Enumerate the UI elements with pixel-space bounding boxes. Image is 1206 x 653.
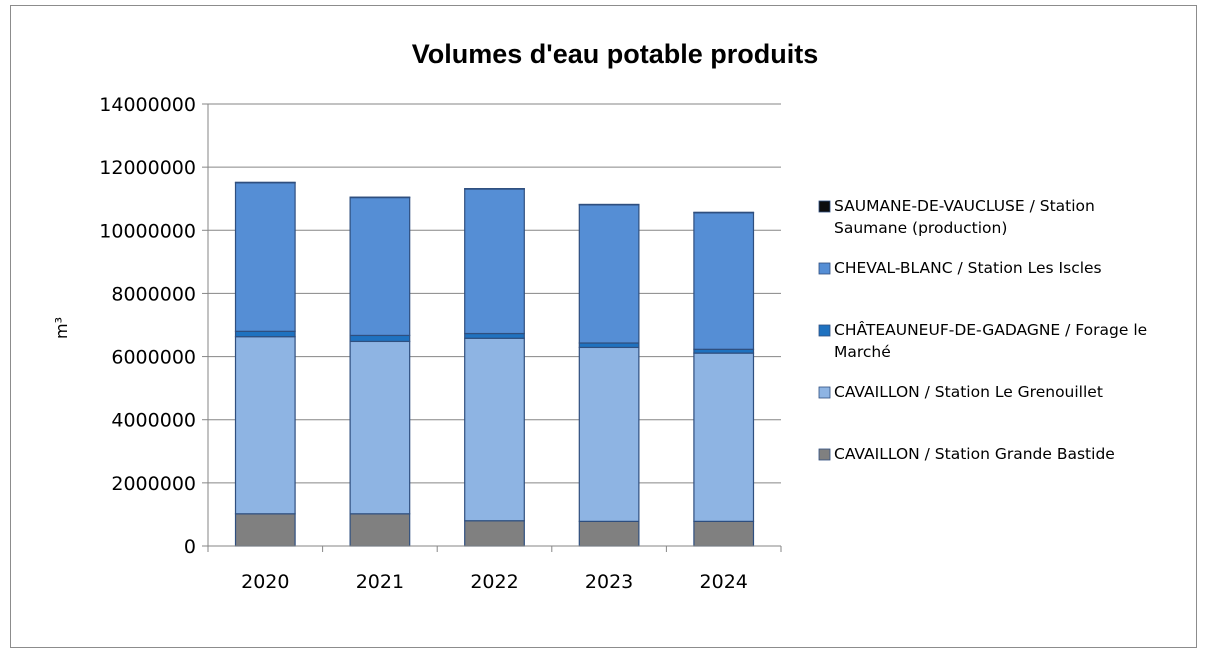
bar-segment: [234, 513, 296, 547]
legend-label: CAVAILLON / Station Grande Bastide: [834, 445, 1115, 463]
legend-swatch: [818, 386, 831, 399]
bar-segment: [464, 332, 525, 339]
legend-label: CHEVAL-BLANC / Station Les Iscles: [834, 259, 1102, 277]
bar-segment: [693, 520, 755, 547]
x-tick-labels: 2020 2021 2022 2023 2024: [241, 571, 748, 593]
y-tick-label: 0: [184, 536, 196, 558]
bar-segment: [464, 188, 525, 190]
legend-swatch: [818, 448, 831, 461]
y-tick-label: 8000000: [111, 283, 196, 305]
bar-segment: [464, 337, 525, 522]
bars: [234, 181, 755, 547]
bar-segment: [349, 513, 411, 547]
legend: SAUMANE-DE-VAUCLUSE / Station Saumane (pr…: [818, 197, 1147, 463]
chart-svg: Volumes d'eau potable produits m³ 0 20000…: [52, 39, 1147, 593]
x-tick-label: 2024: [700, 571, 748, 593]
legend-label: CHÂTEAUNEUF-DE-GADAGNE / Forage le Marché: [834, 320, 1147, 361]
legend-label: CAVAILLON / Station Le Grenouillet: [834, 383, 1103, 401]
y-tick-label: 2000000: [111, 473, 196, 495]
y-axis-label: m³: [52, 317, 71, 339]
bar-segment: [578, 342, 640, 349]
bar-segment: [234, 182, 296, 332]
x-tick-label: 2023: [585, 571, 633, 593]
bar-segment: [578, 346, 640, 522]
bar-segment: [234, 181, 296, 184]
bar-segment: [693, 352, 755, 522]
x-tick-label: 2022: [470, 571, 518, 593]
chart-frame: Volumes d'eau potable produits m³ 0 20000…: [10, 5, 1197, 648]
x-tick-label: 2021: [356, 571, 404, 593]
chart-title: Volumes d'eau potable produits: [412, 39, 818, 69]
axes: [202, 103, 782, 552]
x-tick-label: 2020: [241, 571, 289, 593]
legend-swatch: [818, 262, 831, 275]
bar-segment: [693, 212, 755, 350]
y-tick-label: 6000000: [111, 347, 196, 369]
y-tick-labels: 0 2000000 4000000 6000000 8000000 10000000 120…: [99, 94, 196, 558]
legend-swatch: [818, 324, 831, 337]
bar-segment: [464, 188, 525, 335]
bar-segment: [349, 334, 411, 343]
bar-segment: [578, 520, 640, 547]
bar-segment: [693, 211, 755, 214]
bar-segment: [234, 330, 296, 338]
bar-segment: [464, 520, 525, 547]
y-tick-label: 4000000: [111, 410, 196, 432]
y-tick-label: 14000000: [99, 94, 196, 116]
y-tick-label: 10000000: [99, 220, 196, 242]
y-tick-label: 12000000: [99, 157, 196, 179]
bar-segment: [234, 336, 296, 515]
bar-segment: [349, 340, 411, 515]
bar-segment: [349, 196, 411, 337]
legend-label: SAUMANE-DE-VAUCLUSE / Station Saumane (pr…: [834, 197, 1095, 237]
bar-segment: [349, 196, 411, 199]
bar-segment: [578, 203, 640, 206]
legend-swatch: [818, 200, 831, 213]
bar-segment: [578, 204, 640, 344]
